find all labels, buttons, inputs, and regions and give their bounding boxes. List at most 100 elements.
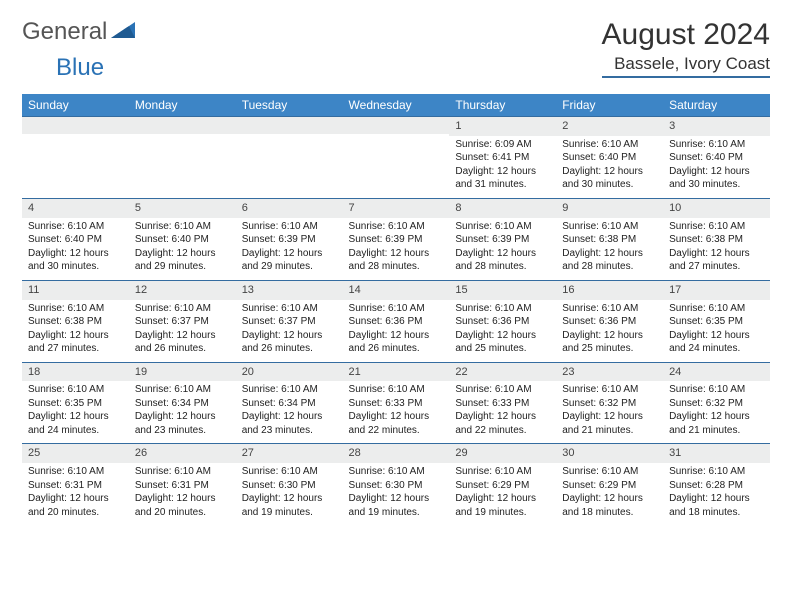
daylight-text: Daylight: 12 hours and 30 minutes. <box>669 165 764 192</box>
sunrise-text: Sunrise: 6:10 AM <box>669 465 764 479</box>
logo-triangle-icon <box>111 20 137 45</box>
day-content: Sunrise: 6:10 AMSunset: 6:38 PMDaylight:… <box>22 300 129 362</box>
day-number: 7 <box>343 199 450 218</box>
day-content: Sunrise: 6:10 AMSunset: 6:40 PMDaylight:… <box>129 218 236 280</box>
daylight-text: Daylight: 12 hours and 19 minutes. <box>349 492 444 519</box>
day-number: 13 <box>236 281 343 300</box>
sunrise-text: Sunrise: 6:10 AM <box>562 220 657 234</box>
calendar-week: 1Sunrise: 6:09 AMSunset: 6:41 PMDaylight… <box>22 117 770 199</box>
day-number: 27 <box>236 444 343 463</box>
calendar-cell: 18Sunrise: 6:10 AMSunset: 6:35 PMDayligh… <box>22 362 129 444</box>
daylight-text: Daylight: 12 hours and 29 minutes. <box>135 247 230 274</box>
day-number: 4 <box>22 199 129 218</box>
daylight-text: Daylight: 12 hours and 27 minutes. <box>28 329 123 356</box>
daylight-text: Daylight: 12 hours and 31 minutes. <box>455 165 550 192</box>
sunrise-text: Sunrise: 6:10 AM <box>135 465 230 479</box>
day-content: Sunrise: 6:10 AMSunset: 6:36 PMDaylight:… <box>449 300 556 362</box>
calendar-cell: 2Sunrise: 6:10 AMSunset: 6:40 PMDaylight… <box>556 117 663 199</box>
sunset-text: Sunset: 6:39 PM <box>455 233 550 247</box>
day-number <box>236 117 343 134</box>
day-number: 3 <box>663 117 770 136</box>
sunset-text: Sunset: 6:40 PM <box>135 233 230 247</box>
day-content: Sunrise: 6:10 AMSunset: 6:33 PMDaylight:… <box>343 381 450 443</box>
sunset-text: Sunset: 6:38 PM <box>28 315 123 329</box>
daylight-text: Daylight: 12 hours and 23 minutes. <box>135 410 230 437</box>
calendar-cell: 19Sunrise: 6:10 AMSunset: 6:34 PMDayligh… <box>129 362 236 444</box>
calendar-cell: 4Sunrise: 6:10 AMSunset: 6:40 PMDaylight… <box>22 198 129 280</box>
day-number: 14 <box>343 281 450 300</box>
day-number: 30 <box>556 444 663 463</box>
day-number: 6 <box>236 199 343 218</box>
sunset-text: Sunset: 6:37 PM <box>135 315 230 329</box>
sunset-text: Sunset: 6:28 PM <box>669 479 764 493</box>
weekday-header: Sunday <box>22 94 129 117</box>
daylight-text: Daylight: 12 hours and 18 minutes. <box>669 492 764 519</box>
day-content: Sunrise: 6:10 AMSunset: 6:39 PMDaylight:… <box>236 218 343 280</box>
sunrise-text: Sunrise: 6:10 AM <box>242 465 337 479</box>
sunrise-text: Sunrise: 6:10 AM <box>669 138 764 152</box>
day-number: 21 <box>343 363 450 382</box>
calendar-cell: 20Sunrise: 6:10 AMSunset: 6:34 PMDayligh… <box>236 362 343 444</box>
daylight-text: Daylight: 12 hours and 26 minutes. <box>349 329 444 356</box>
day-number: 29 <box>449 444 556 463</box>
weekday-header: Wednesday <box>343 94 450 117</box>
calendar-cell <box>236 117 343 199</box>
calendar-cell: 31Sunrise: 6:10 AMSunset: 6:28 PMDayligh… <box>663 444 770 525</box>
daylight-text: Daylight: 12 hours and 24 minutes. <box>669 329 764 356</box>
calendar-cell: 8Sunrise: 6:10 AMSunset: 6:39 PMDaylight… <box>449 198 556 280</box>
calendar-cell: 28Sunrise: 6:10 AMSunset: 6:30 PMDayligh… <box>343 444 450 525</box>
day-content: Sunrise: 6:10 AMSunset: 6:31 PMDaylight:… <box>22 463 129 525</box>
sunrise-text: Sunrise: 6:10 AM <box>349 220 444 234</box>
day-number: 12 <box>129 281 236 300</box>
daylight-text: Daylight: 12 hours and 30 minutes. <box>562 165 657 192</box>
sunset-text: Sunset: 6:40 PM <box>28 233 123 247</box>
calendar-cell: 23Sunrise: 6:10 AMSunset: 6:32 PMDayligh… <box>556 362 663 444</box>
calendar-cell: 27Sunrise: 6:10 AMSunset: 6:30 PMDayligh… <box>236 444 343 525</box>
logo: General <box>22 18 137 46</box>
day-content: Sunrise: 6:10 AMSunset: 6:35 PMDaylight:… <box>663 300 770 362</box>
day-content <box>343 134 450 186</box>
day-content: Sunrise: 6:10 AMSunset: 6:40 PMDaylight:… <box>22 218 129 280</box>
sunset-text: Sunset: 6:29 PM <box>455 479 550 493</box>
calendar-cell: 22Sunrise: 6:10 AMSunset: 6:33 PMDayligh… <box>449 362 556 444</box>
day-content: Sunrise: 6:10 AMSunset: 6:39 PMDaylight:… <box>449 218 556 280</box>
sunset-text: Sunset: 6:36 PM <box>349 315 444 329</box>
sunset-text: Sunset: 6:33 PM <box>455 397 550 411</box>
calendar-table: Sunday Monday Tuesday Wednesday Thursday… <box>22 94 770 525</box>
sunrise-text: Sunrise: 6:10 AM <box>562 302 657 316</box>
sunset-text: Sunset: 6:35 PM <box>669 315 764 329</box>
day-content: Sunrise: 6:10 AMSunset: 6:37 PMDaylight:… <box>129 300 236 362</box>
daylight-text: Daylight: 12 hours and 23 minutes. <box>242 410 337 437</box>
calendar-cell: 11Sunrise: 6:10 AMSunset: 6:38 PMDayligh… <box>22 280 129 362</box>
calendar-cell <box>343 117 450 199</box>
calendar-cell <box>22 117 129 199</box>
calendar-cell: 26Sunrise: 6:10 AMSunset: 6:31 PMDayligh… <box>129 444 236 525</box>
daylight-text: Daylight: 12 hours and 28 minutes. <box>349 247 444 274</box>
day-content: Sunrise: 6:10 AMSunset: 6:35 PMDaylight:… <box>22 381 129 443</box>
sunrise-text: Sunrise: 6:10 AM <box>669 383 764 397</box>
sunrise-text: Sunrise: 6:10 AM <box>135 383 230 397</box>
sunrise-text: Sunrise: 6:10 AM <box>28 383 123 397</box>
day-content: Sunrise: 6:10 AMSunset: 6:34 PMDaylight:… <box>129 381 236 443</box>
day-content: Sunrise: 6:10 AMSunset: 6:29 PMDaylight:… <box>449 463 556 525</box>
day-number: 26 <box>129 444 236 463</box>
sunrise-text: Sunrise: 6:10 AM <box>349 465 444 479</box>
day-content: Sunrise: 6:10 AMSunset: 6:38 PMDaylight:… <box>556 218 663 280</box>
daylight-text: Daylight: 12 hours and 27 minutes. <box>669 247 764 274</box>
sunrise-text: Sunrise: 6:10 AM <box>242 220 337 234</box>
day-content: Sunrise: 6:10 AMSunset: 6:29 PMDaylight:… <box>556 463 663 525</box>
day-number: 23 <box>556 363 663 382</box>
sunset-text: Sunset: 6:36 PM <box>562 315 657 329</box>
calendar-cell: 10Sunrise: 6:10 AMSunset: 6:38 PMDayligh… <box>663 198 770 280</box>
calendar-week: 25Sunrise: 6:10 AMSunset: 6:31 PMDayligh… <box>22 444 770 525</box>
sunset-text: Sunset: 6:34 PM <box>135 397 230 411</box>
sunset-text: Sunset: 6:40 PM <box>562 151 657 165</box>
sunset-text: Sunset: 6:37 PM <box>242 315 337 329</box>
day-content: Sunrise: 6:10 AMSunset: 6:33 PMDaylight:… <box>449 381 556 443</box>
calendar-cell: 1Sunrise: 6:09 AMSunset: 6:41 PMDaylight… <box>449 117 556 199</box>
day-content: Sunrise: 6:10 AMSunset: 6:30 PMDaylight:… <box>236 463 343 525</box>
day-number: 16 <box>556 281 663 300</box>
day-number: 15 <box>449 281 556 300</box>
calendar-cell: 9Sunrise: 6:10 AMSunset: 6:38 PMDaylight… <box>556 198 663 280</box>
calendar-cell: 6Sunrise: 6:10 AMSunset: 6:39 PMDaylight… <box>236 198 343 280</box>
